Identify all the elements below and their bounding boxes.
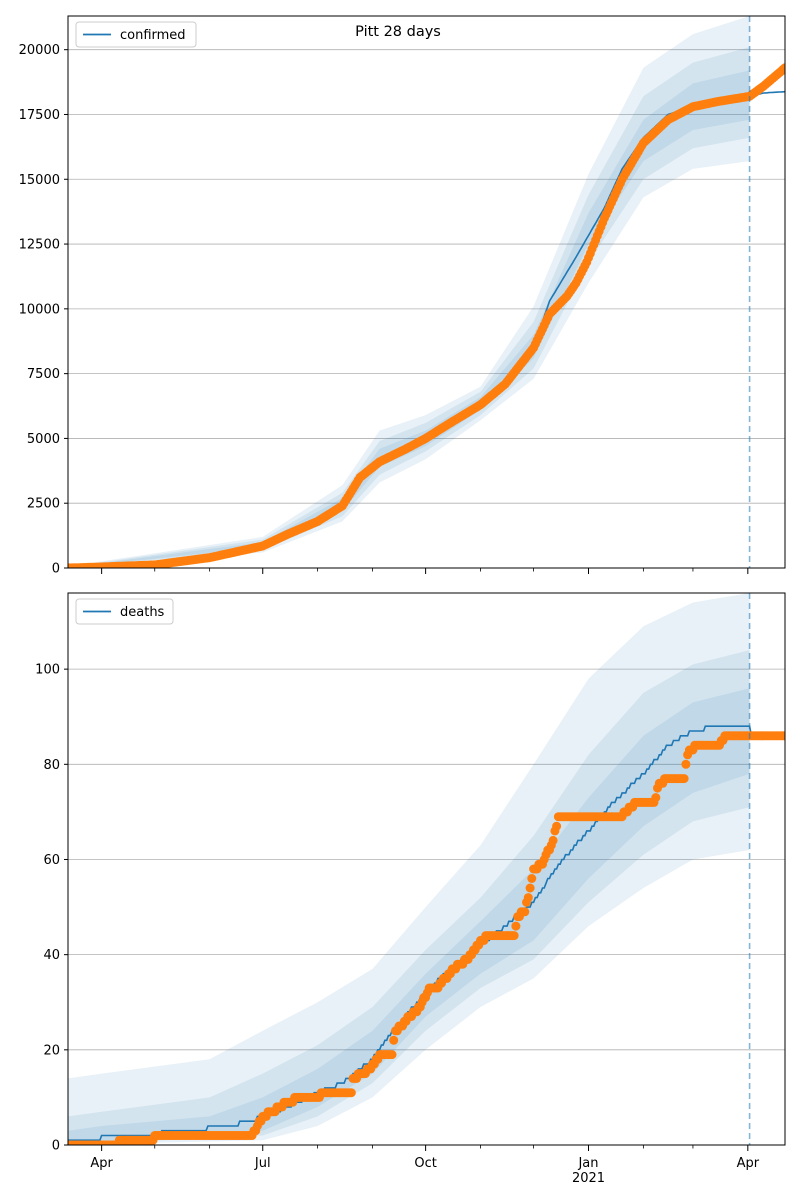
observed-point [679,774,689,784]
observed-point [552,821,562,831]
chart-title: Pitt 28 days [355,24,441,40]
y-tick-label: 100 [35,663,60,678]
uncertainty-band-1 [68,16,750,568]
y-tick-label: 20000 [19,43,60,58]
uncertainty-band-3 [68,688,750,1145]
y-tick-label: 7500 [27,367,60,382]
observed-point [651,793,661,803]
x-tick-label: Apr [737,1156,760,1171]
plot-area [68,593,785,1145]
observed-point [548,835,558,845]
y-tick-label: 60 [43,853,60,868]
observed-point [509,931,519,941]
y-tick-label: 80 [43,758,60,773]
observed-point [525,883,535,893]
y-tick-label: 15000 [19,173,60,188]
y-tick-label: 0 [52,1139,60,1154]
axes-frame [67,592,786,1146]
legend-box [75,598,174,625]
legend-box [75,21,197,48]
observed-point [511,921,521,931]
x-tick-label: Jan [577,1156,598,1171]
observed-point [387,1050,397,1060]
y-tick-label: 5000 [27,432,60,447]
legend-label: confirmed [120,28,186,43]
y-tick-label: 40 [43,948,60,963]
uncertainty-band-2 [68,650,750,1145]
y-tick-label: 17500 [19,108,60,123]
plot-area [68,16,785,568]
x-tick-label: Oct [414,1156,436,1171]
y-tick-label: 0 [52,562,60,577]
observed-point [527,874,537,883]
legend-label: deaths [120,605,165,620]
x-tick-label: Apr [90,1156,113,1171]
legend: deaths [75,598,174,625]
uncertainty-band-1 [68,593,750,1145]
observed-point [520,907,530,917]
y-tick-label: 10000 [19,302,60,317]
y-tick-label: 20 [43,1043,60,1058]
observed-point [780,731,785,741]
uncertainty-band-3 [68,70,750,568]
observed-point [346,1088,356,1098]
confirmed-panel: 0 2500 5000 7500 10000 12500 15000 17500 20000 co… [19,15,786,577]
y-tick-label: 12500 [19,238,60,253]
x-tick-sublabel: 2021 [572,1171,605,1186]
uncertainty-band-2 [68,47,750,568]
observed-point [681,759,691,769]
legend: confirmed [75,21,197,48]
x-tick-label: Jul [254,1156,271,1171]
y-tick-label: 2500 [27,497,60,512]
observed-point [389,1035,399,1045]
observed-point [523,893,533,903]
axes-frame [67,15,786,569]
observed-point [780,63,785,73]
